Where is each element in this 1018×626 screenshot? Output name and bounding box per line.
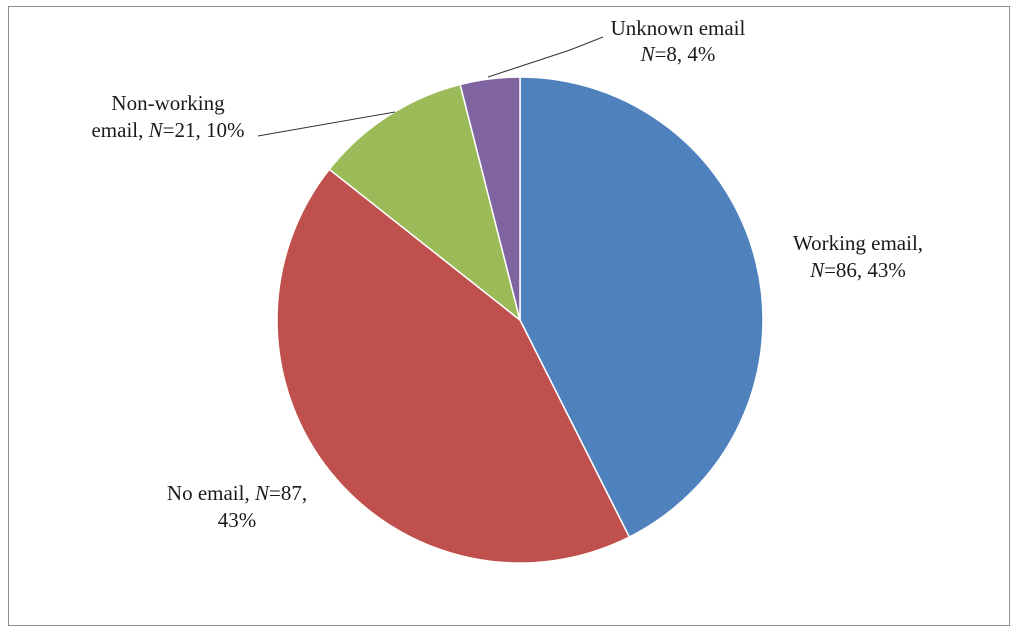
slice-labels: Working email, N=86, 43% No email, N=87, 43… [91, 16, 923, 532]
slice-label-no-email: No email, N=87, 43% [167, 481, 307, 532]
leader-lines [257, 36, 604, 137]
pie-slice-no-email [276, 168, 631, 564]
slice-label-unknown-email: Unknown email N=8, 4% [611, 16, 746, 66]
slice-label-non-working-email: Non-working email, N=21, 10% [91, 91, 244, 142]
leader-line-unknown-email [487, 36, 604, 78]
pie-slices [276, 76, 764, 564]
pie-slice-unknown-email [459, 76, 521, 321]
pie-slice-working-email [519, 76, 764, 539]
pie-slice-non-working-email [328, 83, 522, 322]
slice-label-working-email: Working email, N=86, 43% [793, 231, 923, 282]
leader-line-non-working-email [257, 111, 396, 137]
